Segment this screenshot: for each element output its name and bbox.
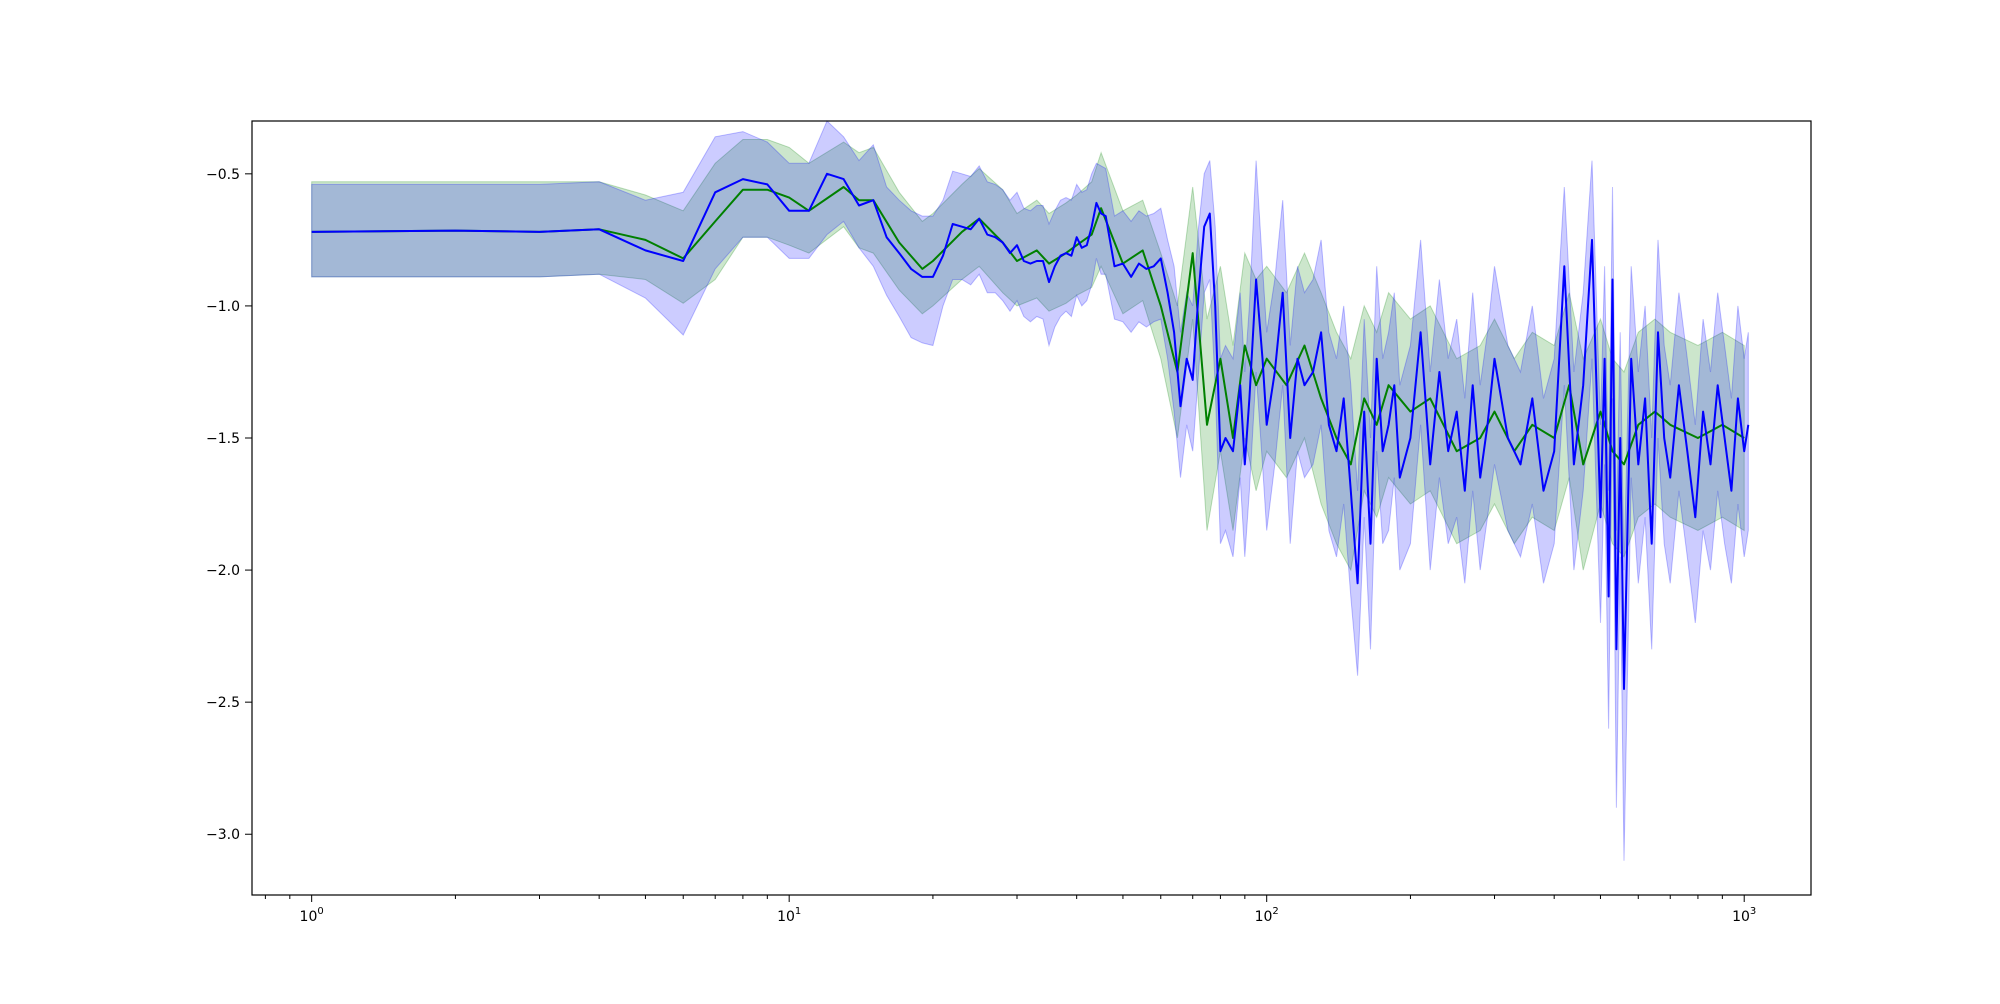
y-axis: −0.5 −1.0 −1.5 −2.0 −2.5 −3.0 [206, 167, 252, 843]
x-axis: 100 101 102 103 [264, 895, 1756, 925]
series-lines [311, 172, 1750, 690]
y-tick-label: −0.5 [206, 167, 240, 183]
y-tick-label: −2.0 [206, 563, 240, 579]
x-tick-label: 101 [777, 906, 801, 925]
series-0-line [311, 186, 1745, 466]
y-tick-label: −1.5 [206, 431, 240, 447]
series-1-line [311, 172, 1750, 690]
x-tick-label: 103 [1732, 906, 1756, 925]
y-tick-label: −1.0 [206, 299, 240, 315]
x-tick-label: 102 [1255, 906, 1279, 925]
y-tick-label: −2.5 [206, 695, 240, 711]
series-0-band [311, 139, 1745, 572]
confidence-bands [311, 120, 1749, 861]
plot-frame [251, 120, 1812, 896]
series-1-band [311, 120, 1749, 861]
x-tick-label: 100 [300, 906, 324, 925]
y-tick-label: −3.0 [206, 827, 240, 843]
